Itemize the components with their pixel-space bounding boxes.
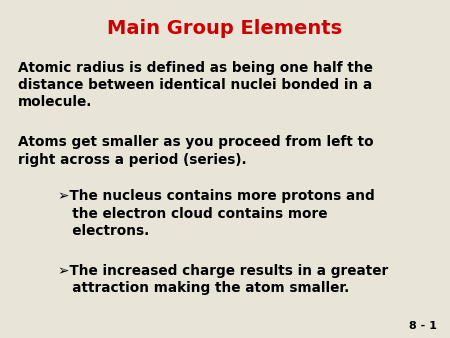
Text: Atomic radius is defined as being one half the
distance between identical nuclei: Atomic radius is defined as being one ha… [18, 61, 373, 110]
Text: Main Group Elements: Main Group Elements [108, 19, 342, 38]
Text: ➢The nucleus contains more protons and
   the electron cloud contains more
   el: ➢The nucleus contains more protons and t… [58, 189, 375, 238]
Text: ➢The increased charge results in a greater
   attraction making the atom smaller: ➢The increased charge results in a great… [58, 264, 389, 295]
Text: Atoms get smaller as you proceed from left to
right across a period (series).: Atoms get smaller as you proceed from le… [18, 135, 373, 167]
Text: 8 - 1: 8 - 1 [409, 321, 436, 331]
